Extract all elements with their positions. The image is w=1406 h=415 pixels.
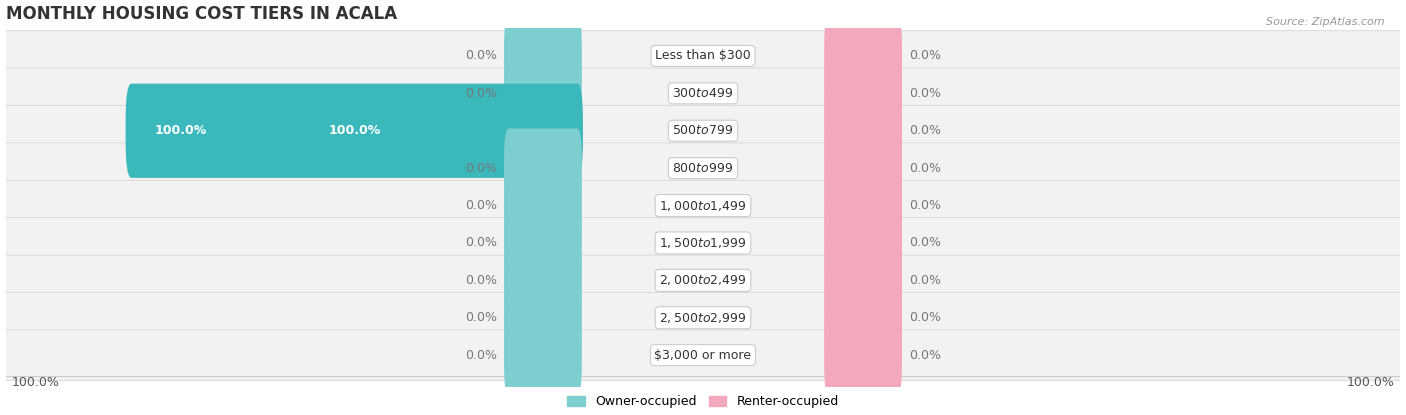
FancyBboxPatch shape bbox=[824, 54, 901, 133]
FancyBboxPatch shape bbox=[4, 293, 1402, 343]
Text: 100.0%: 100.0% bbox=[11, 376, 59, 388]
Text: $500 to $799: $500 to $799 bbox=[672, 124, 734, 137]
Legend: Owner-occupied, Renter-occupied: Owner-occupied, Renter-occupied bbox=[562, 390, 844, 413]
FancyBboxPatch shape bbox=[4, 330, 1402, 381]
Text: 0.0%: 0.0% bbox=[908, 161, 941, 175]
FancyBboxPatch shape bbox=[4, 68, 1402, 119]
Text: 0.0%: 0.0% bbox=[465, 349, 498, 361]
Text: 0.0%: 0.0% bbox=[465, 161, 498, 175]
Text: 0.0%: 0.0% bbox=[908, 274, 941, 287]
FancyBboxPatch shape bbox=[824, 241, 901, 320]
Text: 0.0%: 0.0% bbox=[465, 199, 498, 212]
FancyBboxPatch shape bbox=[4, 105, 1402, 156]
Text: 100.0%: 100.0% bbox=[328, 124, 381, 137]
Text: $800 to $999: $800 to $999 bbox=[672, 161, 734, 175]
FancyBboxPatch shape bbox=[505, 278, 582, 357]
Text: 0.0%: 0.0% bbox=[908, 237, 941, 249]
Text: 0.0%: 0.0% bbox=[465, 274, 498, 287]
Text: 0.0%: 0.0% bbox=[465, 87, 498, 100]
Text: $300 to $499: $300 to $499 bbox=[672, 87, 734, 100]
Text: $1,500 to $1,999: $1,500 to $1,999 bbox=[659, 236, 747, 250]
Text: 0.0%: 0.0% bbox=[908, 124, 941, 137]
FancyBboxPatch shape bbox=[4, 255, 1402, 305]
FancyBboxPatch shape bbox=[505, 166, 582, 245]
FancyBboxPatch shape bbox=[4, 143, 1402, 193]
Text: 0.0%: 0.0% bbox=[465, 237, 498, 249]
Text: $2,500 to $2,999: $2,500 to $2,999 bbox=[659, 311, 747, 325]
Text: 0.0%: 0.0% bbox=[908, 199, 941, 212]
Text: $1,000 to $1,499: $1,000 to $1,499 bbox=[659, 198, 747, 212]
FancyBboxPatch shape bbox=[4, 218, 1402, 268]
Text: Less than $300: Less than $300 bbox=[655, 49, 751, 62]
FancyBboxPatch shape bbox=[824, 315, 901, 395]
Text: 100.0%: 100.0% bbox=[155, 124, 207, 137]
FancyBboxPatch shape bbox=[505, 129, 582, 208]
FancyBboxPatch shape bbox=[824, 16, 901, 95]
Text: $3,000 or more: $3,000 or more bbox=[655, 349, 751, 361]
FancyBboxPatch shape bbox=[505, 241, 582, 320]
Text: 0.0%: 0.0% bbox=[908, 349, 941, 361]
FancyBboxPatch shape bbox=[824, 166, 901, 245]
Text: 0.0%: 0.0% bbox=[465, 49, 498, 62]
Text: 0.0%: 0.0% bbox=[908, 87, 941, 100]
FancyBboxPatch shape bbox=[824, 129, 901, 208]
FancyBboxPatch shape bbox=[505, 16, 582, 95]
FancyBboxPatch shape bbox=[125, 83, 583, 178]
FancyBboxPatch shape bbox=[505, 54, 582, 133]
Text: Source: ZipAtlas.com: Source: ZipAtlas.com bbox=[1267, 17, 1385, 27]
Text: 0.0%: 0.0% bbox=[908, 311, 941, 324]
FancyBboxPatch shape bbox=[505, 315, 582, 395]
FancyBboxPatch shape bbox=[824, 278, 901, 357]
FancyBboxPatch shape bbox=[4, 180, 1402, 231]
FancyBboxPatch shape bbox=[824, 203, 901, 283]
Text: $2,000 to $2,499: $2,000 to $2,499 bbox=[659, 273, 747, 287]
Text: 0.0%: 0.0% bbox=[908, 49, 941, 62]
FancyBboxPatch shape bbox=[824, 91, 901, 171]
Text: 100.0%: 100.0% bbox=[1347, 376, 1395, 388]
FancyBboxPatch shape bbox=[505, 203, 582, 283]
Text: 0.0%: 0.0% bbox=[465, 311, 498, 324]
Text: MONTHLY HOUSING COST TIERS IN ACALA: MONTHLY HOUSING COST TIERS IN ACALA bbox=[6, 5, 396, 23]
FancyBboxPatch shape bbox=[4, 31, 1402, 81]
